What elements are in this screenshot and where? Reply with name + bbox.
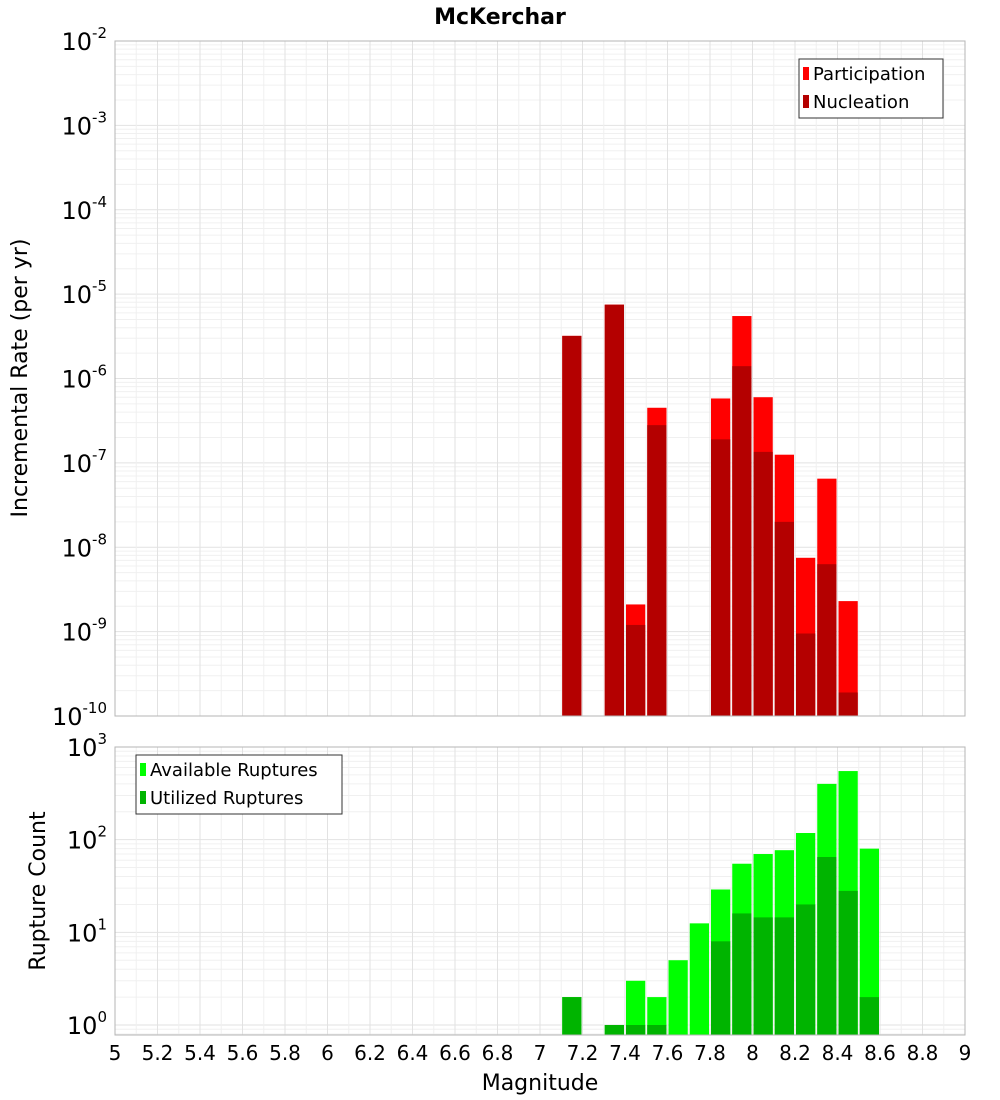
utilized-ruptures-bar	[604, 1025, 624, 1035]
top-plot-grid	[114, 41, 966, 717]
nucleation-bar	[647, 425, 667, 716]
top-legend: Participation Nucleation	[798, 58, 944, 119]
x-tick-label: 5.4	[184, 1041, 216, 1065]
x-tick-label: 7.6	[652, 1041, 684, 1065]
nucleation-bar	[817, 564, 837, 716]
top-y-axis-label: Incremental Rate (per yr)	[8, 239, 33, 518]
x-tick-label: 5	[109, 1041, 122, 1065]
utilized-ruptures-bar	[626, 1025, 646, 1035]
x-tick-label: 6.2	[354, 1041, 386, 1065]
top-y-tick: 10-8	[61, 530, 107, 562]
nucleation-bar	[753, 451, 773, 716]
bottom-legend-box	[135, 754, 343, 815]
utilized-ruptures-bar	[753, 917, 773, 1035]
nucleation-bar	[562, 335, 582, 716]
x-tick-label: 6	[321, 1041, 334, 1065]
utilized-ruptures-bar	[562, 997, 582, 1035]
x-tick-label: 7.4	[609, 1041, 641, 1065]
utilized-ruptures-bar	[774, 917, 794, 1035]
utilized-ruptures-series	[562, 857, 879, 1035]
top-y-tick: 10-7	[61, 446, 107, 478]
nucleation-swatch	[803, 95, 809, 108]
x-tick-label: 8.4	[822, 1041, 854, 1065]
utilized-ruptures-bar	[817, 857, 837, 1035]
top-y-tick: 10-4	[61, 193, 107, 225]
x-tick-labels: 5 5.2 5.4 5.6 5.8 6 6.2 6.4 6.6 6.8 7 7.2 7.4 7.6 7.8 8…	[109, 1041, 972, 1065]
bottom-y-tick: 103	[67, 730, 107, 762]
nucleation-bar	[626, 624, 646, 716]
x-tick-label: 5.2	[142, 1041, 174, 1065]
chart-title: McKerchar	[434, 5, 566, 30]
utilized-ruptures-bar	[732, 913, 752, 1035]
top-y-tick: 10-6	[61, 362, 107, 394]
bottom-y-tick: 101	[67, 915, 107, 947]
top-plot-frame	[114, 40, 966, 717]
legend-available-ruptures-label: Available Ruptures	[150, 760, 318, 781]
nucleation-bar	[711, 439, 731, 716]
top-y-tick: 10-5	[61, 277, 107, 309]
bottom-y-tick: 100	[67, 1008, 107, 1040]
available-ruptures-bar	[859, 848, 879, 1035]
top-legend-box	[798, 58, 944, 119]
legend-participation-label: Participation	[813, 64, 925, 85]
x-tick-label: 9	[959, 1041, 972, 1065]
x-tick-label: 7	[534, 1041, 547, 1065]
participation-swatch	[803, 67, 809, 80]
participation-bar	[838, 601, 858, 716]
top-y-tick: 10-2	[61, 24, 107, 56]
utilized-ruptures-bar	[838, 890, 858, 1035]
x-tick-label: 6.6	[439, 1041, 471, 1065]
bottom-y-axis-label: Rupture Count	[26, 811, 51, 971]
bottom-plot-frame	[114, 746, 966, 1036]
nucleation-series	[562, 304, 858, 716]
available-ruptures-bar	[689, 923, 709, 1035]
nucleation-bar	[774, 521, 794, 716]
bottom-y-tick-labels: 100 101 102 103	[67, 730, 107, 1040]
top-plot: 10-10 10-9 10-8 10-7 10-6 10-5 10-4 10-3 10-2 In…	[8, 24, 966, 731]
x-tick-label: 8.6	[864, 1041, 896, 1065]
x-tick-label: 6.4	[397, 1041, 429, 1065]
utilized-ruptures-bar	[859, 997, 879, 1035]
available-ruptures-bar	[626, 980, 646, 1035]
utilized-ruptures-bar	[647, 1025, 667, 1035]
top-y-tick: 10-9	[61, 615, 107, 647]
x-tick-label: 8.2	[779, 1041, 811, 1065]
x-tick-label: 6.8	[482, 1041, 514, 1065]
utilized-ruptures-bar	[796, 904, 816, 1035]
top-y-tick: 10-10	[52, 699, 107, 731]
bottom-legend: Available Ruptures Utilized Ruptures	[135, 754, 343, 815]
x-tick-label: 7.2	[567, 1041, 599, 1065]
x-axis-label: Magnitude	[482, 1071, 599, 1096]
utilized-ruptures-bar	[711, 941, 731, 1035]
bottom-y-tick: 102	[67, 823, 107, 855]
available-ruptures-swatch	[140, 763, 146, 776]
x-tick-label: 7.8	[694, 1041, 726, 1065]
x-tick-label: 8.8	[907, 1041, 939, 1065]
available-ruptures-bar	[668, 960, 688, 1035]
x-tick-label: 5.8	[269, 1041, 301, 1065]
nucleation-bar	[732, 366, 752, 716]
legend-utilized-ruptures-label: Utilized Ruptures	[150, 788, 303, 809]
top-y-tick-labels: 10-10 10-9 10-8 10-7 10-6 10-5 10-4 10-3 10-2	[52, 24, 107, 731]
x-tick-label: 5.6	[227, 1041, 259, 1065]
nucleation-bar	[604, 304, 624, 716]
utilized-ruptures-swatch	[140, 791, 146, 804]
bottom-plot: 100 101 102 103 5 5.2 5.4 5.6 5.8 6 6.2 6.4 6.6 6.8 7…	[26, 730, 971, 1096]
nucleation-bar	[838, 692, 858, 716]
top-y-tick: 10-3	[61, 108, 107, 140]
x-tick-label: 8	[746, 1041, 759, 1065]
legend-nucleation-label: Nucleation	[813, 92, 909, 113]
nucleation-bar	[796, 633, 816, 716]
